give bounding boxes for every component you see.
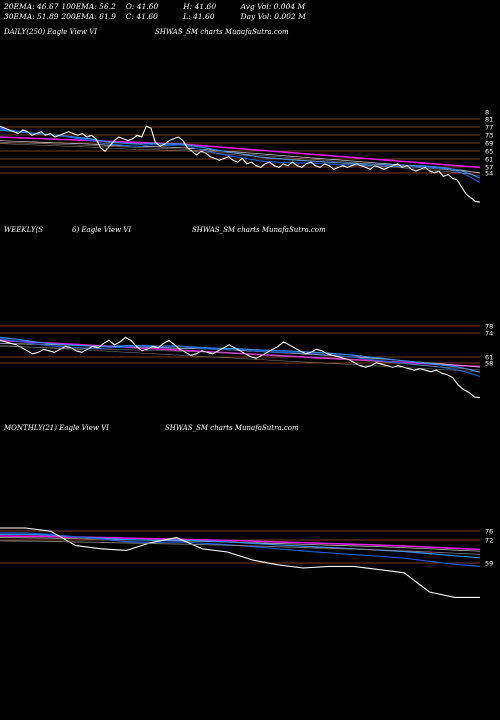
stat-close: C: 41.60	[125, 12, 158, 21]
stat-day-vol: Day Vol: 0.002 M	[240, 12, 306, 21]
weekly-tick-label: 58	[485, 360, 493, 368]
weekly-ema100-shadow-line	[0, 346, 481, 371]
monthly-tick-label: 76	[485, 528, 493, 536]
stat-high: H: 41.60	[183, 2, 217, 11]
monthly-panel-title: SHWAS_SM charts MunafaSutra.com	[165, 424, 299, 432]
daily-tick-label: 77	[485, 124, 493, 132]
daily-ema200-line	[0, 136, 481, 169]
stats-block: 20EMA: 46.67 100EMA: 56.2 O: 41.60 H: 41…	[4, 2, 321, 22]
daily-tick-label: 61	[485, 156, 493, 164]
weekly-ema20-line	[0, 338, 481, 377]
monthly-ema100-shadow-line	[0, 540, 481, 555]
stats-row-1: 20EMA: 46.67 100EMA: 56.2 O: 41.60 H: 41…	[4, 2, 321, 12]
weekly-panel-title: SHWAS_SM charts MunafaSutra.com	[192, 226, 326, 234]
weekly-price-line	[0, 336, 481, 399]
stats-row-2: 30EMA: 51.89 200EMA: 61.9 C: 41.60 L: 41…	[4, 12, 321, 22]
daily-panel-title: SHWAS_SM charts MunafaSutra.com	[155, 28, 289, 36]
monthly-price-line	[0, 527, 480, 598]
monthly-panel-label: MONTHLY(21) Eagle View VI	[4, 424, 109, 432]
daily-tick-label: 73	[485, 132, 493, 140]
weekly-panel-label-b: 6) Eagle View VI	[72, 226, 132, 234]
daily-tick-label: 69	[485, 140, 493, 148]
stat-open: O: 41.60	[125, 2, 159, 11]
daily-price-line	[0, 125, 481, 203]
daily-ema100-shadow-line	[0, 143, 481, 177]
monthly-ema200-shadow-line	[0, 540, 481, 555]
monthly-tick-label: 59	[485, 560, 493, 568]
stat-avg-vol: Avg Vol: 0.004 M	[240, 2, 306, 11]
daily-tick-label: 57	[485, 164, 493, 172]
daily-tick-label: 65	[485, 148, 493, 156]
monthly-tick-label: 72	[485, 537, 493, 545]
daily-tick-label: 81	[485, 116, 493, 124]
weekly-tick-label: 74	[485, 330, 493, 338]
stat-30ema: 30EMA: 51.89	[4, 12, 59, 21]
weekly-tick-label: 78	[485, 323, 493, 331]
monthly-ema20-line	[0, 532, 481, 567]
daily-ema100-line	[0, 140, 481, 174]
daily-ema200-shadow-line	[0, 141, 481, 173]
weekly-panel-label-a: WEEKLY(S	[4, 226, 43, 234]
weekly-ema30-line	[0, 336, 481, 373]
stat-200ema: 200EMA: 61.9	[61, 12, 116, 21]
stat-100ema: 100EMA: 56.2	[61, 2, 116, 11]
stat-low: L: 41.60	[183, 12, 215, 21]
daily-tick-label: 8	[485, 109, 489, 117]
stat-20ema: 20EMA: 46.67	[4, 2, 59, 11]
daily-panel-label: DAILY(250) Eagle View VI	[4, 28, 98, 36]
daily-tick-label: 54	[485, 170, 493, 178]
weekly-ema200-shadow-line	[0, 345, 481, 372]
weekly-tick-label: 61	[485, 354, 493, 362]
